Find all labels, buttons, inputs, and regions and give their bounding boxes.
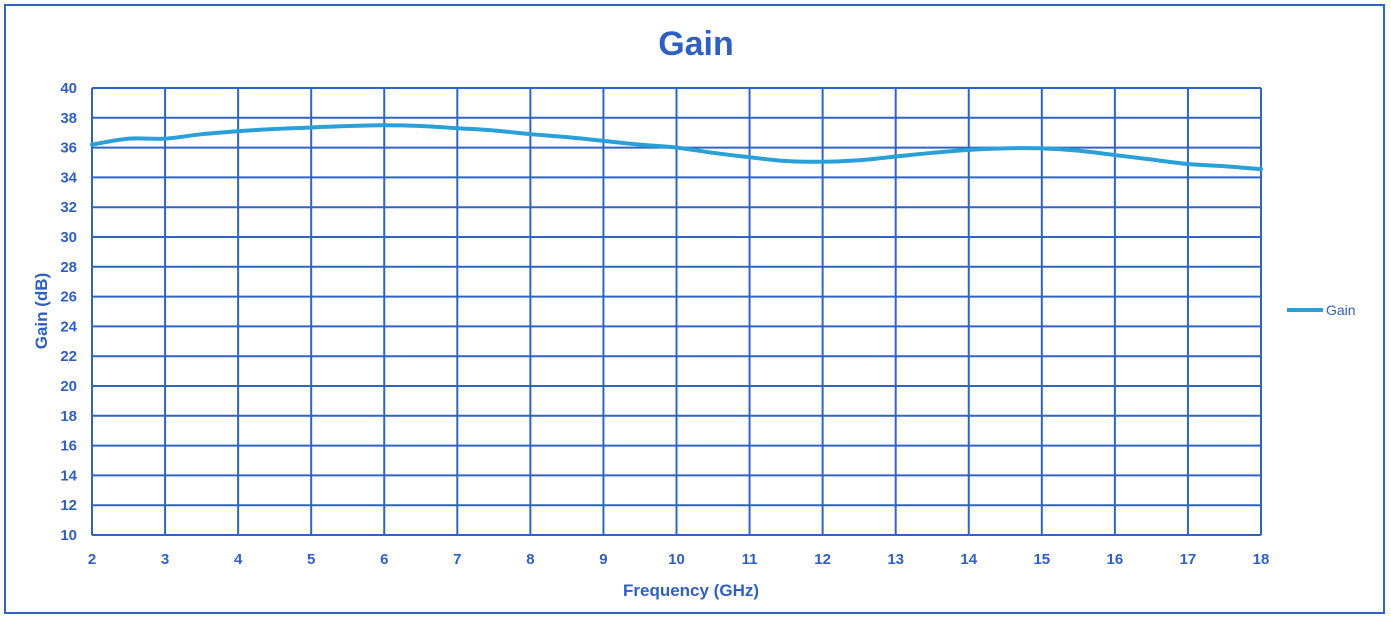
series-lines xyxy=(90,123,1263,172)
series-line-gain xyxy=(90,123,1263,172)
x-tick-label: 6 xyxy=(380,551,388,568)
x-tick-label: 16 xyxy=(1107,551,1124,568)
x-tick-label: 4 xyxy=(234,551,243,568)
chart-frame xyxy=(4,4,1385,614)
y-tick-label: 30 xyxy=(60,229,77,246)
y-tick-label: 18 xyxy=(60,408,77,425)
x-tick-label: 8 xyxy=(526,551,534,568)
y-tick-label: 16 xyxy=(60,438,77,455)
grid xyxy=(91,87,1262,536)
chart-title: Gain xyxy=(658,25,734,63)
y-tick-label: 26 xyxy=(60,289,77,306)
legend-label-gain: Gain xyxy=(1326,302,1356,318)
y-tick-label: 22 xyxy=(60,348,77,365)
y-tick-label: 40 xyxy=(60,80,77,97)
y-tick-label: 24 xyxy=(60,318,77,335)
y-tick-label: 38 xyxy=(60,110,77,127)
y-tick-label: 20 xyxy=(60,378,77,395)
x-tick-label: 14 xyxy=(960,551,977,568)
x-tick-label: 11 xyxy=(742,551,758,568)
x-tick-label: 13 xyxy=(887,551,904,568)
y-tick-label: 28 xyxy=(60,259,77,276)
x-tick-label: 5 xyxy=(307,551,315,568)
x-tick-label: 15 xyxy=(1033,551,1050,568)
y-tick-label: 32 xyxy=(60,199,77,216)
x-tick-label: 10 xyxy=(668,551,685,568)
y-axis-label: Gain (dB) xyxy=(32,273,51,350)
x-tick-label: 7 xyxy=(453,551,461,568)
legend: Gain xyxy=(1287,302,1356,318)
x-tick-label: 12 xyxy=(814,551,831,568)
y-tick-label: 36 xyxy=(60,140,77,157)
x-tick-label: 2 xyxy=(88,551,96,568)
y-tick-label: 12 xyxy=(60,497,77,514)
y-tick-label: 14 xyxy=(60,467,77,484)
y-tick-label: 34 xyxy=(60,169,77,186)
x-axis-label: Frequency (GHz) xyxy=(623,581,759,600)
x-tick-label: 3 xyxy=(161,551,169,568)
y-tick-label: 10 xyxy=(60,527,77,544)
x-tick-label: 18 xyxy=(1253,551,1270,568)
tick-labels: 2 3 4 5 6 7 8 9 10 11 12 13 14 15 16 17 1810121416182022… xyxy=(60,80,1269,568)
x-tick-label: 17 xyxy=(1180,551,1197,568)
x-tick-label: 9 xyxy=(599,551,607,568)
